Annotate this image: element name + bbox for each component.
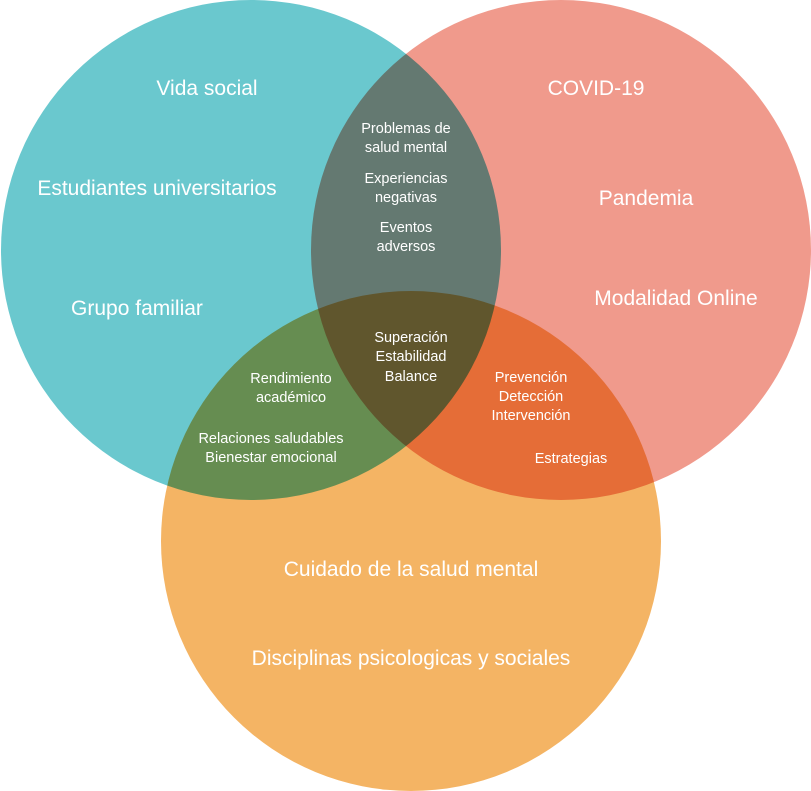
label-pandemia: Pandemia [599, 187, 694, 210]
label-cuidado-salud-mental: Cuidado de la salud mental [284, 558, 539, 581]
overlap-center-labels: Superación Estabilidad Balance [374, 330, 447, 385]
label-rendimiento: Rendimiento [250, 371, 331, 387]
label-problemas-de: Problemas de [361, 121, 450, 137]
label-superacion: Superación [374, 330, 447, 346]
label-estudiantes-universitarios: Estudiantes universitarios [37, 177, 276, 200]
label-vida-social: Vida social [156, 77, 257, 100]
label-experiencias: Experiencias [364, 171, 447, 187]
label-bienestar-emocional: Bienestar emocional [205, 450, 336, 466]
label-estrategias: Estrategias [535, 451, 608, 467]
circle-care [161, 291, 661, 791]
label-relaciones-saludables: Relaciones saludables [198, 431, 343, 447]
care-labels: Cuidado de la salud mental Disciplinas p… [252, 558, 571, 670]
label-balance: Balance [385, 369, 437, 385]
label-modalidad-online: Modalidad Online [594, 287, 757, 310]
overlap-social-covid-labels: Problemas de salud mental Experiencias n… [361, 121, 450, 255]
label-prevencion: Prevención [495, 370, 568, 386]
label-adversos: adversos [377, 239, 436, 255]
label-intervencion: Intervención [492, 408, 571, 424]
covid-labels: COVID-19 Pandemia Modalidad Online [548, 77, 758, 310]
label-negativas: negativas [375, 190, 437, 206]
label-academico: académico [256, 390, 326, 406]
label-disciplinas: Disciplinas psicologicas y sociales [252, 647, 571, 670]
label-grupo-familiar: Grupo familiar [71, 297, 203, 320]
label-estabilidad: Estabilidad [376, 349, 447, 365]
label-covid-19: COVID-19 [548, 77, 645, 100]
label-salud-mental: salud mental [365, 140, 447, 156]
label-deteccion: Detección [499, 389, 563, 405]
overlap-covid-care-labels: Prevención Detección Intervención Estrat… [492, 370, 608, 467]
social-labels: Vida social Estudiantes universitarios G… [37, 77, 276, 320]
overlap-social-care-labels: Rendimiento académico Relaciones saludab… [198, 371, 343, 466]
label-eventos: Eventos [380, 220, 432, 236]
